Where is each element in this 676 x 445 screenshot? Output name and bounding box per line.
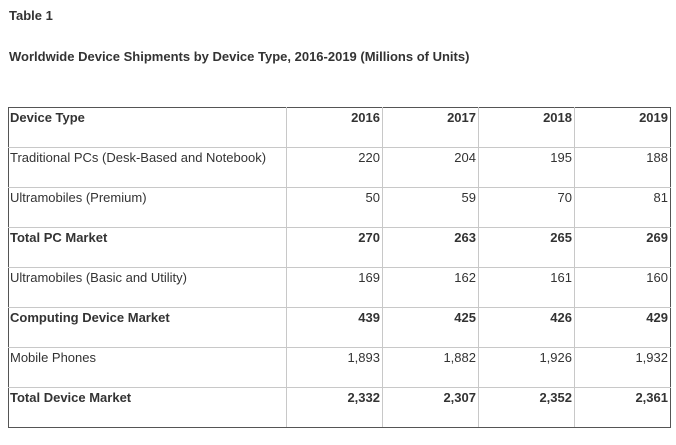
row-label: Ultramobiles (Premium) — [8, 187, 287, 228]
row-label: Total Device Market — [8, 387, 287, 428]
cell-2017: 59 — [382, 187, 479, 228]
cell-2016: 2,332 — [286, 387, 383, 428]
row-label: Traditional PCs (Desk-Based and Notebook… — [8, 147, 287, 188]
cell-2019: 160 — [574, 267, 671, 308]
cell-2018: 265 — [478, 227, 575, 268]
cell-2018: 1,926 — [478, 347, 575, 388]
cell-2018: 2,352 — [478, 387, 575, 428]
table-header-row: Device Type 2016 2017 2018 2019 — [8, 107, 671, 148]
table-row-total-pc-market: Total PC Market 270 263 265 269 — [8, 227, 671, 268]
table-row-mobile-phones: Mobile Phones 1,893 1,882 1,926 1,932 — [8, 347, 671, 388]
device-shipments-table: Device Type 2016 2017 2018 2019 Traditio… — [8, 107, 671, 428]
table-row-traditional-pcs: Traditional PCs (Desk-Based and Notebook… — [8, 147, 671, 188]
cell-2016: 439 — [286, 307, 383, 348]
cell-2017: 204 — [382, 147, 479, 188]
table-row-ultramobiles-premium: Ultramobiles (Premium) 50 59 70 81 — [8, 187, 671, 228]
column-header-2018: 2018 — [478, 107, 575, 148]
column-header-2016: 2016 — [286, 107, 383, 148]
cell-2019: 188 — [574, 147, 671, 188]
cell-2019: 429 — [574, 307, 671, 348]
row-label: Ultramobiles (Basic and Utility) — [8, 267, 287, 308]
cell-2016: 50 — [286, 187, 383, 228]
cell-2017: 425 — [382, 307, 479, 348]
cell-2017: 263 — [382, 227, 479, 268]
cell-2018: 195 — [478, 147, 575, 188]
cell-2017: 1,882 — [382, 347, 479, 388]
table-row-total-device-market: Total Device Market 2,332 2,307 2,352 2,… — [8, 387, 671, 428]
cell-2019: 1,932 — [574, 347, 671, 388]
cell-2018: 161 — [478, 267, 575, 308]
cell-2019: 2,361 — [574, 387, 671, 428]
cell-2016: 220 — [286, 147, 383, 188]
column-header-2019: 2019 — [574, 107, 671, 148]
cell-2016: 169 — [286, 267, 383, 308]
table-caption-label: Table 1 — [9, 8, 53, 23]
cell-2019: 81 — [574, 187, 671, 228]
cell-2017: 162 — [382, 267, 479, 308]
row-label: Mobile Phones — [8, 347, 287, 388]
cell-2018: 426 — [478, 307, 575, 348]
cell-2016: 270 — [286, 227, 383, 268]
table-row-computing-device-market: Computing Device Market 439 425 426 429 — [8, 307, 671, 348]
table-title: Worldwide Device Shipments by Device Typ… — [9, 49, 470, 64]
table-row-ultramobiles-basic: Ultramobiles (Basic and Utility) 169 162… — [8, 267, 671, 308]
row-label: Total PC Market — [8, 227, 287, 268]
column-header-device-type: Device Type — [8, 107, 287, 148]
row-label: Computing Device Market — [8, 307, 287, 348]
cell-2016: 1,893 — [286, 347, 383, 388]
cell-2017: 2,307 — [382, 387, 479, 428]
cell-2019: 269 — [574, 227, 671, 268]
column-header-2017: 2017 — [382, 107, 479, 148]
cell-2018: 70 — [478, 187, 575, 228]
